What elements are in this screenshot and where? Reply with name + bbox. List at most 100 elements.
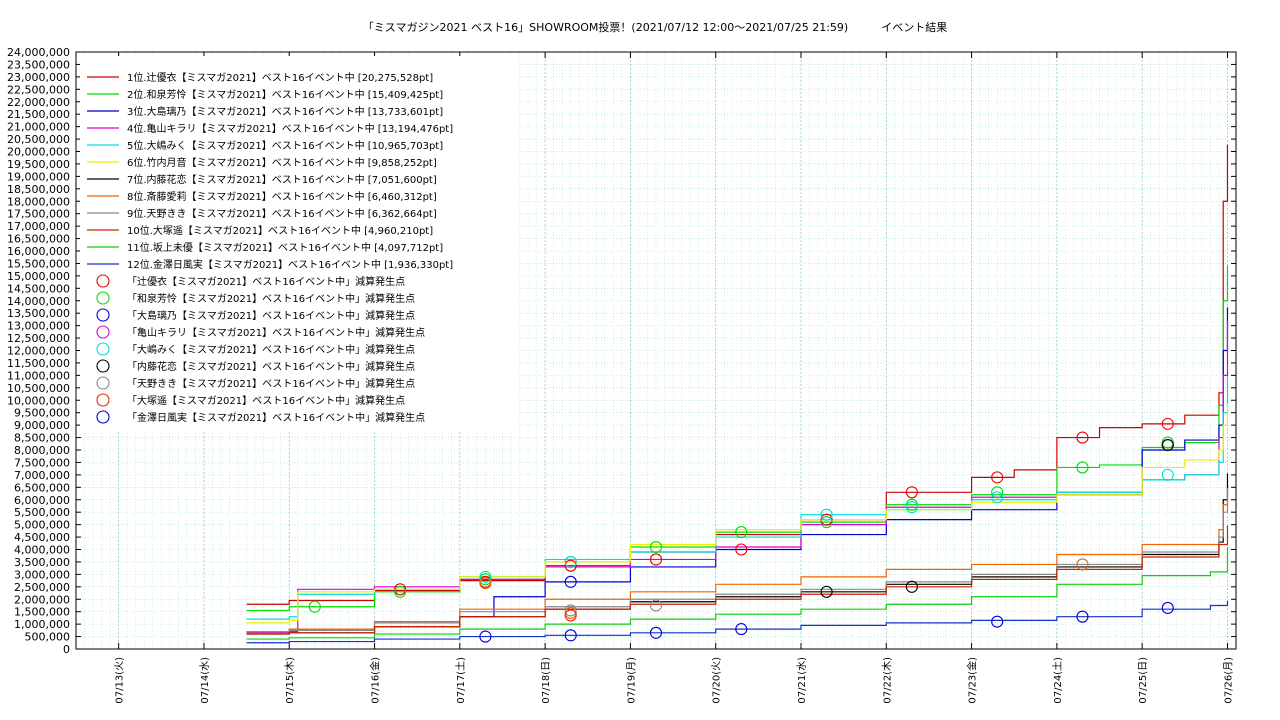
y-tick-label: 9,500,000 (14, 407, 70, 420)
legend-label: 6位.竹内月音【ミスマガ2021】ベスト16イベント中 [9,858,252pt… (127, 156, 437, 169)
chart-title: 「ミスマガジン2021 ベスト16」SHOWROOM投票！(2021/07/12… (362, 21, 948, 34)
y-tick-label: 20,500,000 (7, 133, 70, 146)
legend-marker (96, 342, 110, 356)
drop-marker (479, 577, 492, 590)
y-tick-label: 4,500,000 (14, 531, 70, 544)
legend-label: 「内藤花恋【ミスマガ2021】ベスト16イベント中」減算発生点 (127, 360, 415, 373)
drop-marker (479, 570, 492, 583)
drop-marker (735, 543, 748, 556)
y-tick-label: 23,500,000 (7, 58, 70, 71)
y-tick-label: 8,500,000 (14, 432, 70, 445)
x-tick-label: 07/26(月) (1222, 657, 1234, 704)
y-tick-label: 1,500,000 (14, 606, 70, 619)
y-tick-label: 23,000,000 (7, 71, 70, 84)
y-tick-label: 10,000,000 (7, 394, 70, 407)
x-tick-label: 07/17(土) (454, 657, 467, 704)
legend-label: 「辻優衣【ミスマガ2021】ベスト16イベント中」減算発生点 (127, 275, 405, 288)
drop-marker (564, 629, 577, 642)
x-tick-label: 07/15(木) (284, 657, 296, 704)
drop-marker (1161, 417, 1174, 430)
series-line-5 (246, 376, 1229, 620)
x-tick-label: 07/25(日) (1138, 657, 1149, 704)
series-line-11 (246, 547, 1229, 640)
drop-marker (564, 559, 577, 572)
y-tick-label: 7,000,000 (14, 469, 70, 482)
drop-marker (394, 585, 407, 598)
legend-marker (96, 274, 110, 288)
y-tick-label: 19,000,000 (7, 170, 70, 183)
y-tick-label: 13,000,000 (7, 320, 70, 333)
legend-marker (96, 410, 110, 424)
y-tick-label: 2,500,000 (14, 581, 70, 594)
legend-label: 「大塚遥【ミスマガ2021】ベスト16イベント中」減算発生点 (127, 394, 405, 407)
legend-label: 9位.天野きき【ミスマガ2021】ベスト16イベント中 [6,362,664pt… (127, 207, 437, 220)
legend-label: 「和泉芳怜【ミスマガ2021】ベスト16イベント中」減算発生点 (127, 292, 415, 305)
y-tick-label: 11,000,000 (7, 369, 70, 382)
series-line-10 (246, 525, 1229, 635)
y-tick-label: 500,000 (25, 631, 71, 644)
legend-label: 「金澤日風実【ミスマガ2021】ベスト16イベント中」減算発生点 (127, 411, 425, 424)
drop-marker (991, 615, 1004, 628)
y-tick-label: 15,000,000 (7, 270, 70, 283)
legend-label: 2位.和泉芳怜【ミスマガ2021】ベスト16イベント中 [15,409,425p… (127, 88, 443, 101)
y-tick-label: 11,500,000 (7, 357, 70, 370)
x-tick-label: 07/24(土) (1051, 657, 1064, 704)
drop-marker (564, 609, 577, 622)
drop-marker (991, 486, 1004, 499)
legend-label: 「亀山キラリ【ミスマガ2021】ベスト16イベント中」減算発生点 (127, 326, 425, 339)
y-tick-label: 6,000,000 (14, 494, 70, 507)
y-tick-label: 2,000,000 (14, 593, 70, 606)
drop-marker (649, 553, 663, 566)
y-tick-label: 19,500,000 (7, 158, 70, 171)
drop-marker (735, 623, 748, 636)
legend-label: 7位.内藤花恋【ミスマガ2021】ベスト16イベント中 [7,051,600pt… (127, 173, 437, 186)
legend-marker (96, 291, 110, 305)
drop-marker (1076, 558, 1089, 571)
x-tick-label: 07/18(日) (541, 657, 552, 704)
x-tick-label: 07/23(金) (966, 657, 979, 704)
drop-marker (308, 600, 321, 613)
drop-marker (564, 555, 577, 568)
drop-marker (1076, 431, 1089, 444)
drop-marker (564, 575, 577, 588)
legend-label: 3位.大島璃乃【ミスマガ2021】ベスト16イベント中 [13,733,601p… (127, 105, 443, 118)
y-tick-label: 0 (63, 643, 70, 656)
drop-marker (1161, 601, 1174, 615)
y-tick-label: 18,000,000 (7, 195, 70, 208)
y-tick-label: 16,500,000 (7, 233, 70, 246)
y-tick-label: 3,500,000 (14, 556, 70, 569)
legend-marker (96, 359, 110, 373)
legend-marker (96, 308, 110, 322)
y-tick-label: 8,000,000 (14, 444, 70, 457)
y-tick-label: 15,500,000 (7, 257, 70, 270)
drop-marker (991, 471, 1004, 484)
drop-marker (905, 501, 918, 514)
y-tick-label: 22,000,000 (7, 96, 70, 109)
drop-marker (735, 526, 748, 539)
legend-marker (96, 393, 110, 407)
y-tick-label: 24,000,000 (7, 46, 70, 59)
y-tick-label: 14,000,000 (7, 295, 70, 308)
x-tick-label: 07/21(水) (796, 657, 808, 704)
drop-marker (905, 580, 918, 593)
y-tick-label: 21,000,000 (7, 121, 70, 134)
y-tick-label: 14,500,000 (7, 282, 70, 295)
drop-marker (1161, 468, 1174, 481)
drop-marker (564, 604, 577, 617)
x-tick-label: 07/14(水) (199, 657, 211, 704)
drop-marker (905, 486, 918, 499)
drop-marker (820, 516, 833, 529)
drop-marker (820, 508, 833, 521)
y-tick-label: 12,500,000 (7, 332, 70, 345)
y-tick-label: 6,500,000 (14, 481, 70, 494)
y-tick-label: 20,000,000 (7, 146, 70, 159)
y-tick-label: 17,500,000 (7, 208, 70, 221)
y-tick-label: 21,500,000 (7, 108, 70, 121)
y-tick-label: 4,000,000 (14, 544, 70, 557)
legend-label: 1位.辻優衣【ミスマガ2021】ベスト16イベント中 [20,275,528pt… (127, 71, 433, 84)
drop-marker (479, 630, 492, 643)
drop-marker (1076, 461, 1089, 474)
x-tick-label: 07/13(火) (114, 657, 126, 704)
y-tick-label: 13,500,000 (7, 307, 70, 320)
